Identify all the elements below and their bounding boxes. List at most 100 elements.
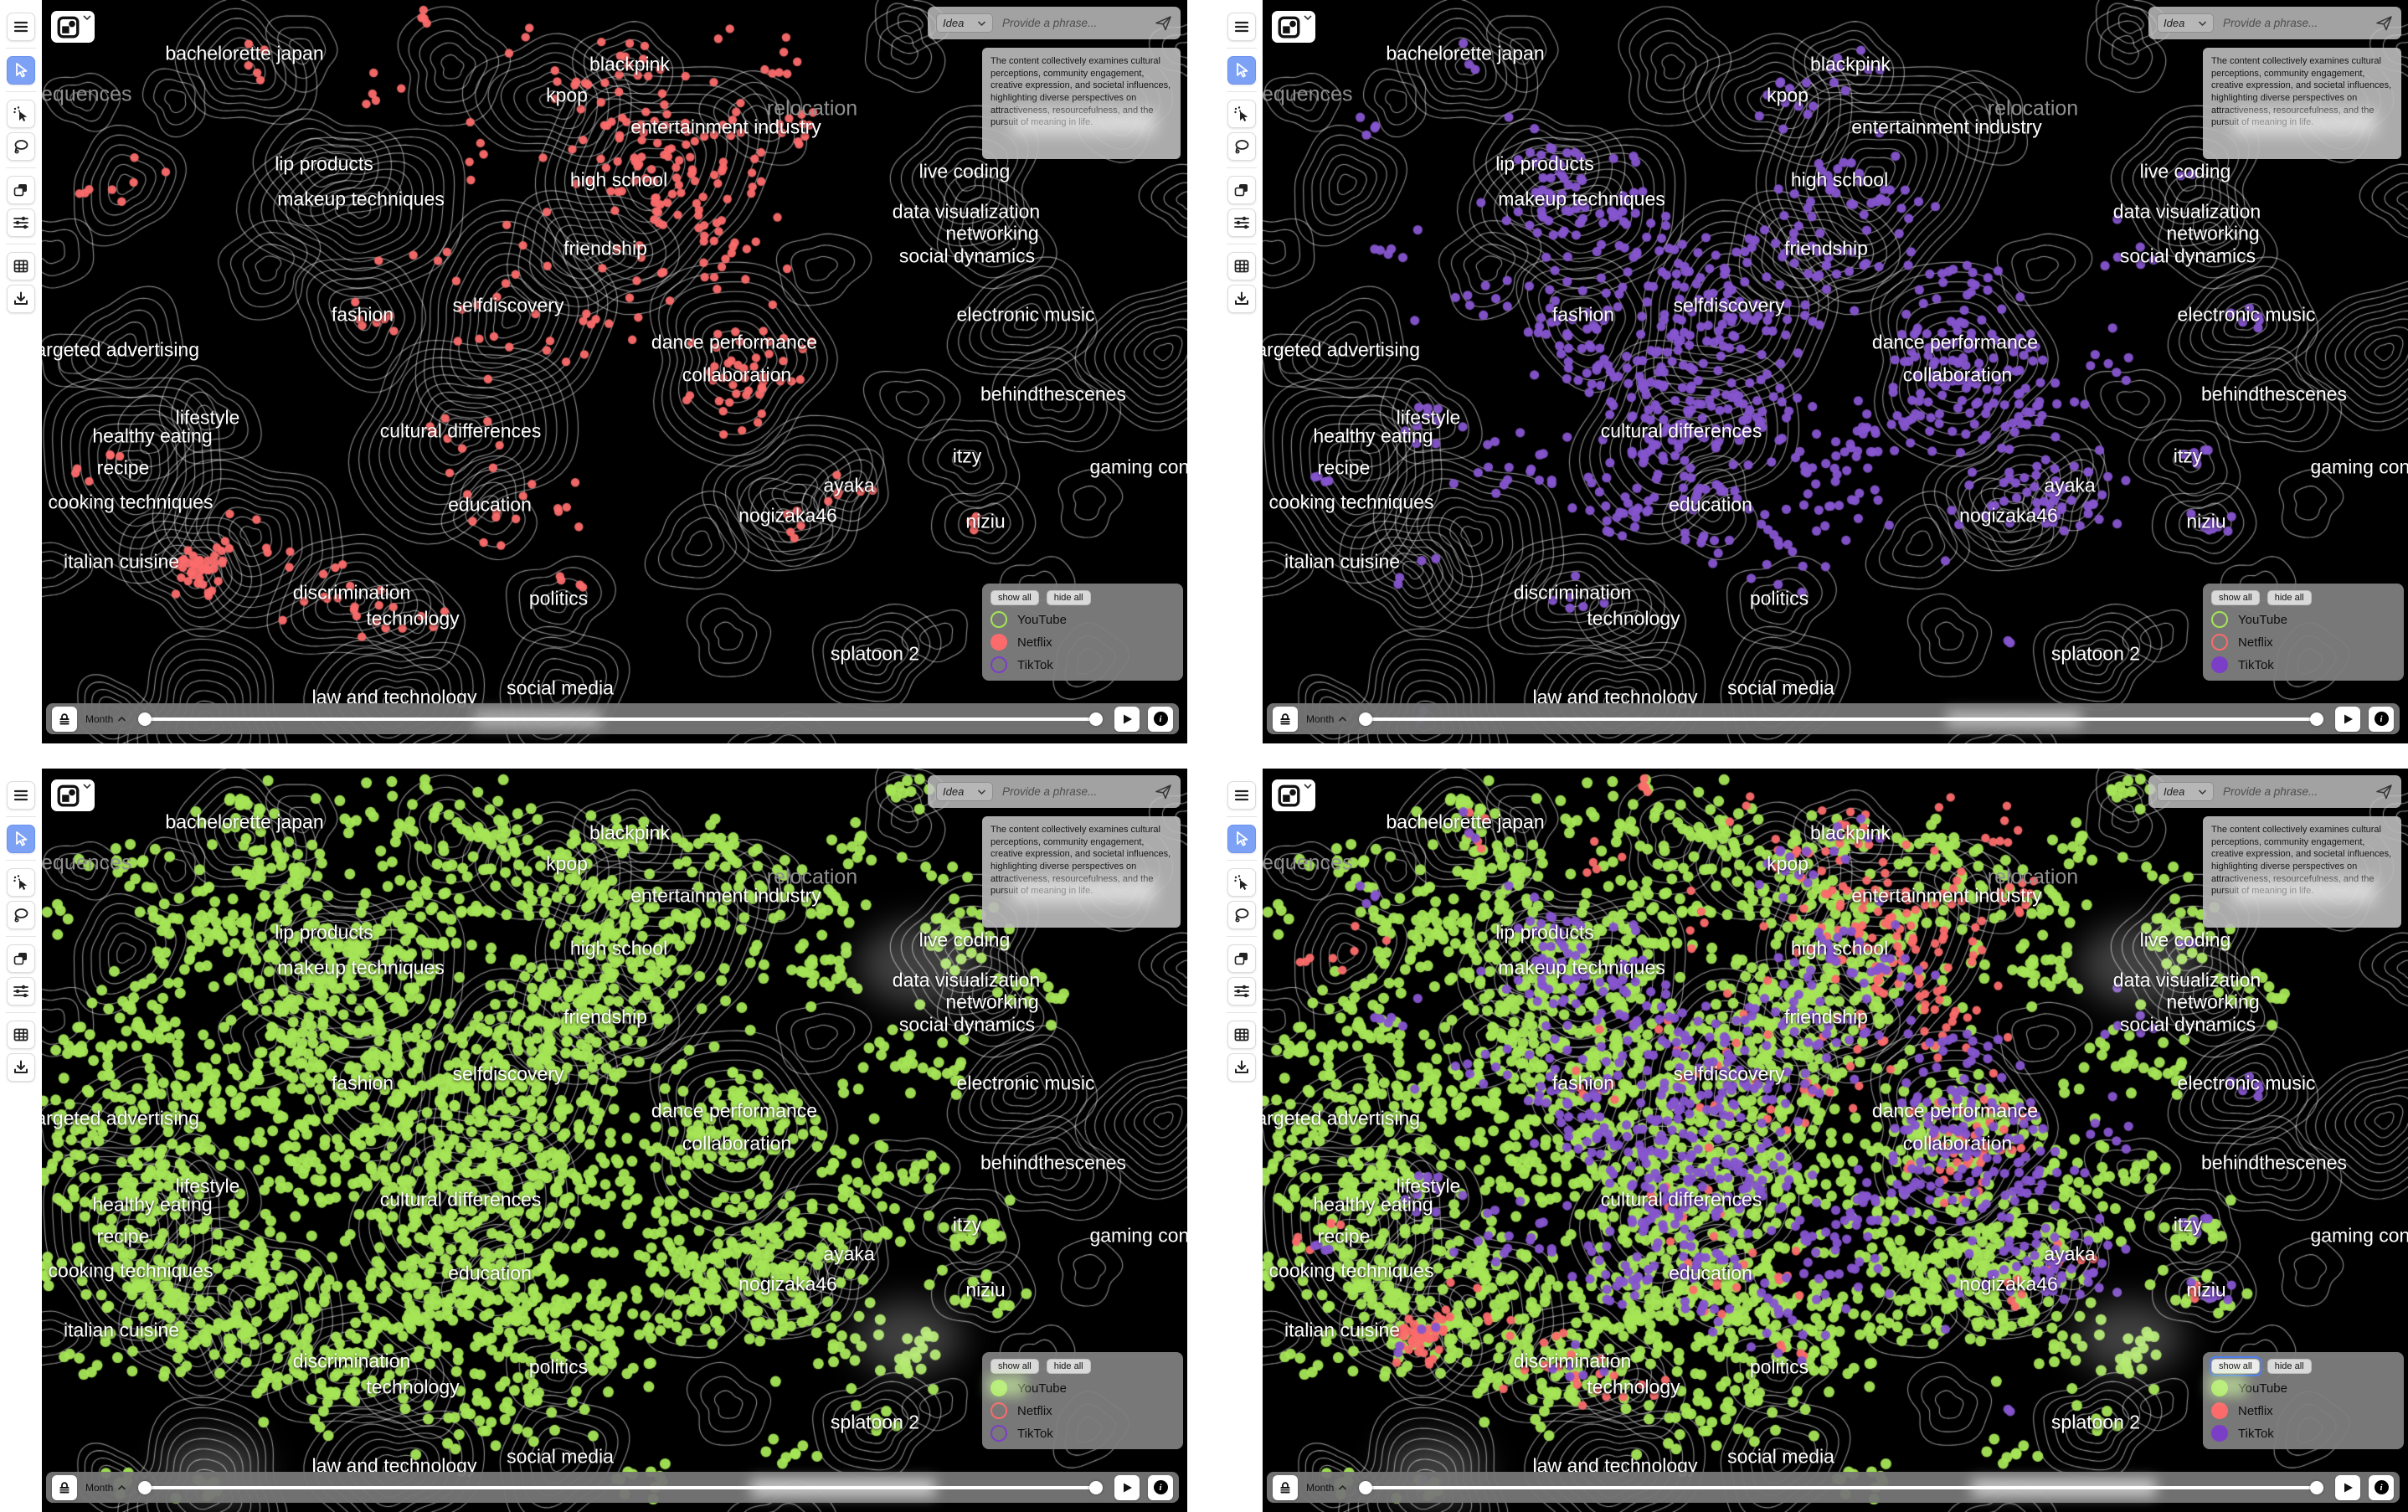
chevron-down-icon[interactable] [1304,14,1312,21]
legend-item-netflix[interactable]: Netflix [990,1402,1175,1419]
slider-handle-start[interactable] [138,712,152,726]
click-tool-button[interactable] [7,99,35,128]
send-icon[interactable] [2375,784,2393,800]
hide-all-button[interactable]: hide all [2267,590,2312,605]
phrase-input[interactable]: Provide a phrase... [1002,785,1098,798]
info-button[interactable]: i [1148,1474,1173,1500]
latent-scope-logo[interactable] [1272,11,1315,43]
granularity-toggle[interactable]: Month [1306,1482,1347,1494]
granularity-toggle[interactable]: Month [1306,713,1347,725]
latent-scope-logo[interactable] [51,779,95,811]
show-all-button[interactable]: show all [990,590,1039,605]
slider-handle-end[interactable] [1089,712,1103,726]
play-button[interactable] [1114,1474,1140,1500]
legend-item-tiktok[interactable]: TikTok [2211,1425,2395,1442]
info-button[interactable]: i [2369,1474,2394,1500]
table-tool-button[interactable] [7,1020,35,1049]
slider-handle-start[interactable] [1359,712,1373,726]
granularity-toggle[interactable]: Month [85,713,126,725]
slider-handle-start[interactable] [138,1480,152,1494]
legend-swatch[interactable] [990,1425,1007,1442]
menu-button[interactable] [7,12,35,41]
menu-button[interactable] [1227,12,1256,41]
slider-handle-end[interactable] [1089,1480,1103,1494]
comments-tool-button[interactable] [7,175,35,204]
legend-swatch[interactable] [2211,656,2228,673]
mode-select[interactable]: Idea [936,782,993,801]
chevron-down-icon[interactable] [1304,783,1312,789]
show-all-button[interactable]: show all [990,1359,1039,1374]
slider-handle-end[interactable] [2310,712,2323,726]
slider-handle-end[interactable] [2310,1480,2323,1494]
download-tool-button[interactable] [1227,284,1256,313]
latent-scope-logo[interactable] [1272,779,1315,811]
table-tool-button[interactable] [1227,251,1256,280]
menu-button[interactable] [1227,780,1256,810]
info-button[interactable]: i [1148,706,1173,732]
timeline-slider[interactable] [1359,707,2323,732]
legend-item-tiktok[interactable]: TikTok [990,1425,1175,1442]
legend-swatch[interactable] [990,634,1007,651]
granularity-toggle[interactable]: Month [85,1482,126,1494]
lock-button[interactable] [1273,1474,1298,1500]
info-button[interactable]: i [2369,706,2394,732]
legend-swatch[interactable] [2211,1402,2228,1419]
filters-tool-button[interactable] [7,976,35,1005]
menu-button[interactable] [7,780,35,810]
slider-handle-start[interactable] [1359,1480,1373,1494]
legend-item-netflix[interactable]: Netflix [2211,634,2395,651]
legend-swatch[interactable] [2211,611,2228,628]
legend-item-netflix[interactable]: Netflix [2211,1402,2395,1419]
download-tool-button[interactable] [1227,1052,1256,1082]
filters-tool-button[interactable] [1227,208,1256,237]
lasso-tool-button[interactable] [7,131,35,161]
mode-select[interactable]: Idea [936,13,993,33]
phrase-input[interactable]: Provide a phrase... [2223,785,2318,798]
play-button[interactable] [2335,1474,2360,1500]
select-tool-button[interactable] [7,55,35,85]
download-tool-button[interactable] [7,1052,35,1082]
download-tool-button[interactable] [7,284,35,313]
lasso-tool-button[interactable] [7,900,35,929]
mode-select[interactable]: Idea [2157,13,2214,33]
send-icon[interactable] [2375,15,2393,31]
timeline-slider[interactable] [138,1475,1103,1500]
timeline-slider[interactable] [1359,1475,2323,1500]
legend-item-netflix[interactable]: Netflix [990,634,1175,651]
chevron-down-icon[interactable] [83,783,91,789]
send-icon[interactable] [1155,784,1172,800]
show-all-button[interactable]: show all [2209,1356,2262,1376]
phrase-input[interactable]: Provide a phrase... [1002,17,1098,29]
lasso-tool-button[interactable] [1227,900,1256,929]
legend-swatch[interactable] [990,656,1007,673]
hide-all-button[interactable]: hide all [1046,590,1091,605]
legend-item-tiktok[interactable]: TikTok [990,656,1175,673]
legend-item-youtube[interactable]: YouTube [2211,611,2395,628]
lasso-tool-button[interactable] [1227,131,1256,161]
legend-item-youtube[interactable]: YouTube [990,611,1175,628]
play-button[interactable] [2335,706,2360,732]
comments-tool-button[interactable] [1227,944,1256,973]
lock-button[interactable] [52,706,77,732]
hide-all-button[interactable]: hide all [2267,1359,2312,1374]
chevron-down-icon[interactable] [83,14,91,21]
latent-scope-logo[interactable] [51,11,95,43]
phrase-input[interactable]: Provide a phrase... [2223,17,2318,29]
select-tool-button[interactable] [7,824,35,853]
select-tool-button[interactable] [1227,55,1256,85]
table-tool-button[interactable] [1227,1020,1256,1049]
legend-swatch[interactable] [990,611,1007,628]
play-button[interactable] [1114,706,1140,732]
click-tool-button[interactable] [1227,99,1256,128]
select-tool-button[interactable] [1227,824,1256,853]
click-tool-button[interactable] [1227,867,1256,897]
send-icon[interactable] [1155,15,1172,31]
legend-item-tiktok[interactable]: TikTok [2211,656,2395,673]
mode-select[interactable]: Idea [2157,782,2214,801]
legend-swatch[interactable] [2211,634,2228,651]
comments-tool-button[interactable] [1227,175,1256,204]
filters-tool-button[interactable] [7,208,35,237]
legend-swatch[interactable] [2211,1425,2228,1442]
filters-tool-button[interactable] [1227,976,1256,1005]
click-tool-button[interactable] [7,867,35,897]
